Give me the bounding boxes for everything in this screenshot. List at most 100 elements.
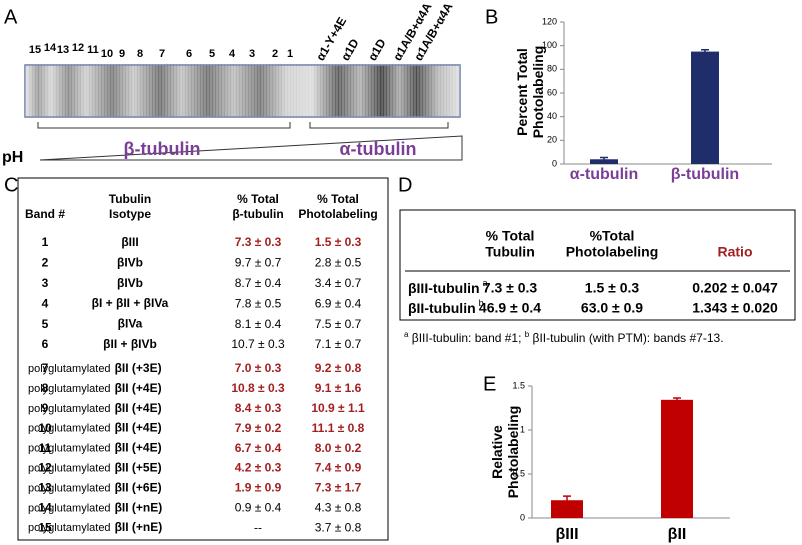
band-number: 2 <box>272 48 278 60</box>
beta-group-label: β-tubulin <box>124 139 201 159</box>
y-axis-label: Percent Total Photolabeling <box>514 45 546 139</box>
y-tick-label: 120 <box>542 16 557 26</box>
row-label-text: βIII-tubulin <box>408 280 480 296</box>
band-number: 1 <box>287 48 293 60</box>
isotype-name: βII (+4E) <box>115 381 162 395</box>
table-d-header: Ratio <box>718 244 753 260</box>
row-label-sup: a <box>483 278 488 288</box>
band-number: 13 <box>57 44 69 56</box>
band-cell: 3 <box>42 276 49 290</box>
isotype-prefix: polyglutamylated <box>28 383 111 395</box>
isotype-name: βIVb <box>117 276 143 290</box>
beta-cell: 10.7 ± 0.3 <box>231 337 285 351</box>
ratio-cell: 0.202 ± 0.047 <box>692 280 778 296</box>
photo-cell: 2.8 ± 0.5 <box>315 256 362 270</box>
isotype-prefix: polyglutamylated <box>28 403 111 415</box>
table-c-header: Isotype <box>109 207 151 221</box>
row-label-sup: b <box>479 298 484 308</box>
photo-cell: 10.9 ± 1.1 <box>311 401 365 415</box>
y-tick-label: 1 <box>520 424 525 434</box>
band-cell: 12 <box>38 461 52 475</box>
band-number: 3 <box>249 48 255 60</box>
panel-letter: E <box>483 373 496 395</box>
band-number: 5 <box>209 48 215 60</box>
error-bar <box>673 397 681 402</box>
photo-cell: 6.9 ± 0.4 <box>315 296 362 310</box>
tubulin-cell: 46.9 ± 0.4 <box>479 300 541 316</box>
beta-cell: 7.3 ± 0.3 <box>235 235 282 249</box>
photo-cell: 63.0 ± 0.9 <box>581 300 643 316</box>
isotype-name: βII (+3E) <box>115 361 162 375</box>
isotype-name: βI + βII + βIVa <box>92 296 169 310</box>
photo-cell: 3.7 ± 0.8 <box>315 520 362 534</box>
footnote-sup: b <box>525 330 530 339</box>
y-tick-label: 60 <box>547 87 557 97</box>
y-tick-label: 100 <box>542 40 557 50</box>
beta-cell: -- <box>254 520 262 534</box>
band-cell: 14 <box>38 500 52 514</box>
isotype-name: βII (+4E) <box>115 441 162 455</box>
photo-cell: 4.3 ± 0.8 <box>315 500 362 514</box>
band-cell: 11 <box>39 441 52 455</box>
photo-cell: 1.5 ± 0.3 <box>315 235 362 249</box>
photo-cell: 9.2 ± 0.8 <box>315 361 362 375</box>
table-c-header: β-tubulin <box>232 207 283 221</box>
beta-cell: 7.8 ± 0.5 <box>235 296 282 310</box>
photo-cell: 11.1 ± 0.8 <box>312 421 365 435</box>
panel-letter: D <box>398 174 412 196</box>
table-c-box <box>17 177 389 541</box>
alpha-band-label: α1D <box>338 36 362 63</box>
isotype-name: βII (+5E) <box>115 461 162 475</box>
isotype-name: βII (+nE) <box>115 500 163 514</box>
row-label: βIII-tubulin a <box>408 278 488 295</box>
table-d-header: %Total <box>590 228 635 244</box>
alpha-group-label: α-tubulin <box>339 139 416 159</box>
table-c-header: Tubulin <box>109 192 151 206</box>
ph-label: pH <box>2 149 23 166</box>
category-label: βII <box>668 526 687 543</box>
band-number: 12 <box>72 42 84 54</box>
photo-cell: 7.5 ± 0.7 <box>315 317 362 331</box>
bar <box>590 159 618 164</box>
footnote-sup: a <box>404 330 409 339</box>
band-cell: 5 <box>42 317 49 331</box>
isotype-prefix: polyglutamylated <box>28 502 111 514</box>
beta-cell: 10.8 ± 0.3 <box>231 381 285 395</box>
band-cell: 9 <box>42 401 49 415</box>
photo-cell: 7.1 ± 0.7 <box>315 337 362 351</box>
isotype-cell: polyglutamylated βII (+4E) <box>28 421 162 435</box>
y-tick-label: 0 <box>552 158 557 168</box>
bar <box>691 51 719 165</box>
band-cell: 10 <box>38 421 52 435</box>
panel-letter: B <box>485 6 498 28</box>
beta-cell: 8.7 ± 0.4 <box>235 276 282 290</box>
table-c-header: Photolabeling <box>298 207 377 221</box>
isotype-prefix: polyglutamylated <box>28 482 111 494</box>
isotype-name: βIVa <box>118 317 143 331</box>
band-cell: 6 <box>42 337 49 351</box>
isotype-prefix: polyglutamylated <box>28 363 111 375</box>
isotype-prefix: polyglutamylated <box>28 443 111 455</box>
isotype-name: βII (+6E) <box>115 481 162 495</box>
band-number: 7 <box>159 48 165 60</box>
band-number: 14 <box>44 42 57 54</box>
beta-cell: 9.7 ± 0.7 <box>235 256 282 270</box>
band-cell: 15 <box>38 520 52 534</box>
category-label: α-tubulin <box>570 166 638 183</box>
band-cell: 2 <box>42 256 49 270</box>
beta-bracket <box>37 122 291 129</box>
table-d-box <box>399 209 796 321</box>
panel-letter: A <box>4 6 18 28</box>
ratio-cell: 1.343 ± 0.020 <box>692 300 778 316</box>
isotype-cell: βI + βII + βIVa <box>92 296 169 310</box>
y-tick-label: 40 <box>547 111 557 121</box>
table-c-header: % Total <box>317 192 359 206</box>
photo-cell: 3.4 ± 0.7 <box>315 276 362 290</box>
table-d-header: Tubulin <box>485 244 535 260</box>
panel-letter: C <box>4 174 18 196</box>
isotype-cell: polyglutamylated βII (+4E) <box>28 381 162 395</box>
isotype-prefix: polyglutamylated <box>28 462 111 474</box>
row-label-text: βII-tubulin <box>408 300 476 316</box>
